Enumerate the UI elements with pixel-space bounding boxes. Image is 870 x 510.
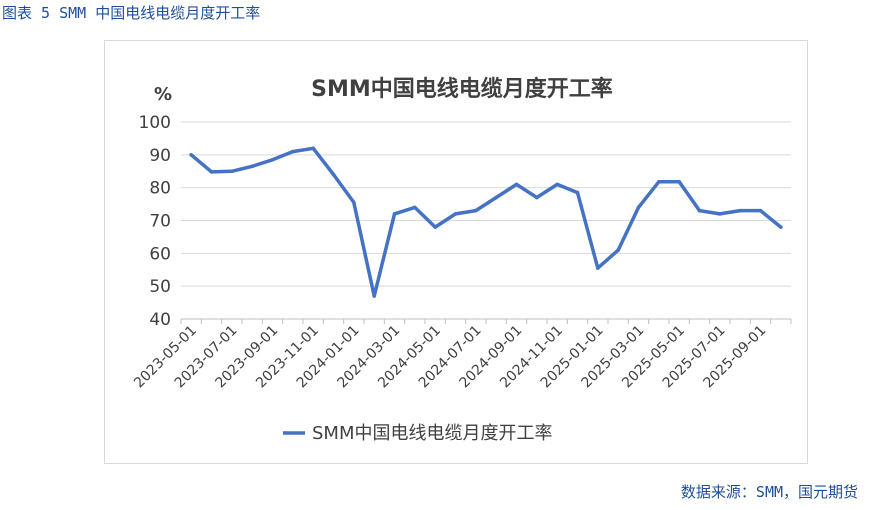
data-point: [718, 212, 722, 216]
data-point: [677, 179, 681, 184]
data-point: [209, 170, 214, 174]
chart-frame: SMM中国电线电缆月度开工率% 40 50 60 70 80 90 100 2023-05-01…: [104, 40, 808, 464]
data-point: [372, 294, 376, 298]
data-point: [331, 172, 336, 177]
data-point: [779, 225, 783, 229]
data-point: [596, 266, 600, 270]
data-point: [494, 195, 498, 200]
data-point: [311, 146, 315, 151]
data-point: [758, 208, 763, 213]
data-point: [413, 205, 417, 210]
series-line: [189, 146, 783, 298]
data-point: [657, 179, 661, 184]
data-point: [250, 164, 254, 169]
y-tick-label: 80: [149, 179, 171, 199]
source-note: 数据来源：SMM，国元期货: [680, 483, 858, 501]
data-point: [738, 208, 742, 213]
y-tick-label: 100: [139, 113, 171, 133]
legend-label: SMM中国电线电缆月度开工率: [312, 423, 553, 444]
y-tick-label: 60: [149, 244, 171, 264]
chart-title: SMM中国电线电缆月度开工率: [311, 76, 613, 102]
data-point: [189, 153, 193, 157]
data-point: [291, 149, 295, 154]
data-point: [230, 169, 234, 174]
figure-caption: 图表 5 SMM 中国电线电缆月度开工率: [2, 4, 261, 22]
data-point: [616, 248, 620, 252]
data-point: [352, 200, 356, 205]
data-point: [555, 182, 559, 187]
y-tick-label: 40: [149, 310, 171, 330]
data-point: [535, 195, 539, 200]
data-point: [697, 208, 702, 213]
data-point: [514, 182, 519, 187]
y-tick-label: 90: [149, 146, 171, 166]
line-chart: SMM中国电线电缆月度开工率%4050607080901002023-05-01…: [131, 76, 792, 444]
data-point: [474, 208, 478, 213]
data-point: [575, 190, 580, 195]
y-tick-label: 70: [149, 212, 171, 232]
data-point: [392, 212, 397, 216]
data-point: [636, 205, 641, 210]
data-point: [453, 212, 458, 216]
y-tick-label: 50: [149, 277, 171, 297]
y-axis-unit-label: %: [154, 84, 172, 105]
data-point: [270, 157, 275, 162]
data-point: [433, 225, 437, 229]
